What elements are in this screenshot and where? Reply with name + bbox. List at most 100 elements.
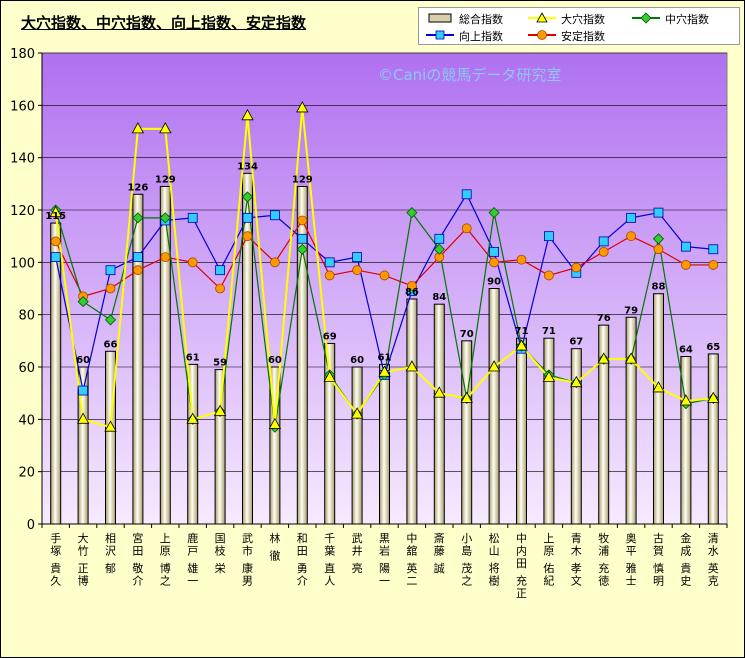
- marker-square: [352, 252, 363, 263]
- bar-data-label: 129: [292, 174, 313, 185]
- marker-square: [653, 207, 664, 218]
- marker-circle: [626, 231, 636, 242]
- marker-square: [105, 265, 116, 276]
- marker-square: [78, 385, 88, 396]
- bar-data-label: 115: [45, 211, 66, 222]
- x-tick-label-char: 林: [269, 531, 280, 545]
- x-tick-label-char: 貴: [680, 561, 691, 575]
- x-tick-label: 古賀 慎明: [653, 532, 664, 588]
- bar: [570, 348, 582, 525]
- marker-circle: [516, 254, 527, 265]
- marker-square: [489, 246, 500, 257]
- x-tick-label-char: 充: [598, 561, 609, 575]
- bar-data-label: 90: [487, 277, 501, 288]
- legend-swatch-circle: [528, 30, 556, 40]
- y-tick-label: 100: [10, 256, 35, 271]
- bar: [214, 369, 226, 525]
- x-tick-label: 中内田 充正: [516, 532, 527, 600]
- marker-circle: [297, 215, 308, 226]
- marker-square: [50, 252, 61, 263]
- marker-triangle: [213, 404, 227, 416]
- x-tick-label: 鹿戸 雄一: [187, 531, 198, 588]
- x-tick-label: 上原 博之: [160, 532, 171, 588]
- bar-data-label: 66: [104, 339, 118, 350]
- bar: [187, 363, 199, 525]
- x-tick-label-char: 一: [187, 575, 198, 588]
- y-tick-label: 20: [18, 466, 35, 481]
- x-tick-label-char: 佑: [543, 561, 554, 575]
- x-tick-label-char: 英: [708, 561, 719, 575]
- bar: [269, 366, 281, 525]
- bar: [543, 337, 555, 525]
- marker-circle: [406, 280, 417, 291]
- x-tick-label: 国枝 栄: [215, 532, 226, 575]
- legend-swatch-diamond: [632, 12, 660, 24]
- marker-circle: [352, 265, 363, 276]
- bar: [653, 293, 664, 525]
- bar-data-label: 88: [652, 282, 666, 293]
- x-tick-label: 和田 勇介: [297, 532, 308, 588]
- x-tick-label-char: 孝: [571, 562, 582, 575]
- marker-triangle: [49, 205, 62, 218]
- x-tick-label-char: 井: [352, 544, 363, 558]
- bar: [50, 222, 62, 525]
- marker-triangle: [241, 108, 254, 121]
- x-tick-label-char: 貴: [50, 561, 61, 575]
- x-tick-label-char: 葉: [324, 544, 335, 558]
- x-tick-label-char: 沢: [105, 544, 116, 558]
- marker-triangle: [378, 365, 391, 377]
- x-tick-label-char: 上: [543, 532, 554, 545]
- marker-diamond: [406, 207, 418, 219]
- x-tick-label-char: 勇: [297, 562, 308, 575]
- x-tick-label-char: 之: [461, 574, 472, 588]
- marker-square: [434, 233, 445, 244]
- marker-circle: [242, 231, 253, 242]
- x-tick-label-char: 奥: [626, 531, 637, 545]
- marker-circle: [461, 223, 472, 234]
- marker-triangle: [570, 375, 583, 388]
- x-tick-label-char: 金: [680, 531, 691, 545]
- marker-diamond: [296, 243, 308, 255]
- marker-square: [544, 231, 554, 242]
- x-tick-label: 金成 貴史: [680, 531, 691, 588]
- y-tick-label: 160: [10, 99, 35, 114]
- legend-label-kojo: 向上指数: [459, 30, 503, 43]
- bar-data-label: 79: [624, 305, 638, 316]
- x-tick-label-char: 黒: [379, 532, 390, 545]
- x-tick-label-char: 英: [406, 561, 417, 575]
- marker-circle: [653, 244, 664, 255]
- x-tick-label-char: 史: [680, 575, 691, 588]
- x-tick-label: 松山 将樹: [489, 531, 500, 588]
- x-tick-label-char: 文: [571, 574, 582, 588]
- bar-data-label: 60: [350, 355, 364, 366]
- x-tick-label-char: 島: [461, 544, 472, 558]
- bar-data-label: 67: [569, 337, 583, 348]
- x-tick-label: 中舘 英二: [406, 532, 417, 588]
- bar: [379, 363, 390, 525]
- x-tick-label-char: 栄: [215, 561, 226, 575]
- x-tick-label-char: 一: [379, 575, 390, 588]
- x-tick-label-char: 水: [708, 545, 719, 558]
- bar-data-label: 126: [127, 182, 148, 193]
- x-tick-label-char: 武: [352, 532, 363, 545]
- x-tick-label-char: 久: [50, 575, 61, 588]
- legend: 総合指数 大穴指数 中穴指数 向上指数 安定指数: [418, 7, 740, 45]
- x-tick-label-char: 手: [50, 531, 61, 545]
- x-tick-label-char: 之: [160, 574, 171, 588]
- x-tick-label-char: 枝: [215, 544, 226, 558]
- marker-triangle: [323, 370, 336, 382]
- bar-data-label: 134: [237, 161, 258, 172]
- bar-data-label: 60: [76, 355, 90, 366]
- y-tick-label: 40: [18, 413, 35, 428]
- x-tick-label-char: 原: [543, 545, 554, 558]
- marker-diamond: [159, 212, 171, 224]
- bar: [516, 337, 527, 525]
- x-tick-label-char: 古: [653, 532, 664, 545]
- x-tick-label-char: 武: [242, 532, 253, 545]
- marker-triangle: [433, 386, 446, 398]
- x-tick-label-char: 鹿: [187, 531, 198, 545]
- marker-circle: [571, 262, 582, 273]
- x-tick-label-char: 木: [571, 545, 582, 558]
- legend-label-oana: 大穴指数: [561, 13, 605, 26]
- x-tick-label-char: 中: [406, 532, 417, 545]
